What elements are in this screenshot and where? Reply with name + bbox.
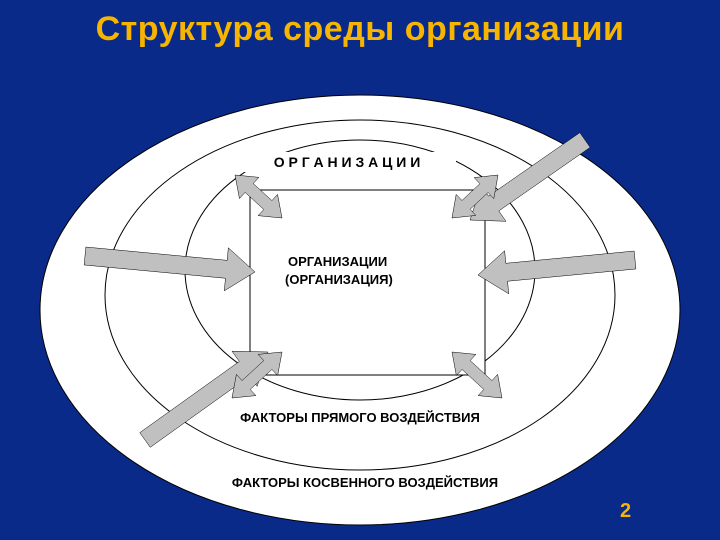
label-center-line2: (ОРГАНИЗАЦИЯ) — [285, 272, 393, 287]
label-center-line1: ОРГАНИЗАЦИИ — [288, 254, 387, 269]
label-ring-top: О Р Г А Н И З А Ц И И — [238, 152, 456, 172]
diagram-svg — [0, 0, 720, 540]
slide: Структура среды организации О Р Г А Н И … — [0, 0, 720, 540]
slide-title: Структура среды организации — [0, 10, 720, 49]
label-ring-middle: ФАКТОРЫ ПРЯМОГО ВОЗДЕЙСТВИЯ — [210, 410, 510, 425]
label-ring-outer: ФАКТОРЫ КОСВЕННОГО ВОЗДЕЙСТВИЯ — [195, 475, 535, 490]
page-number: 2 — [620, 500, 631, 523]
